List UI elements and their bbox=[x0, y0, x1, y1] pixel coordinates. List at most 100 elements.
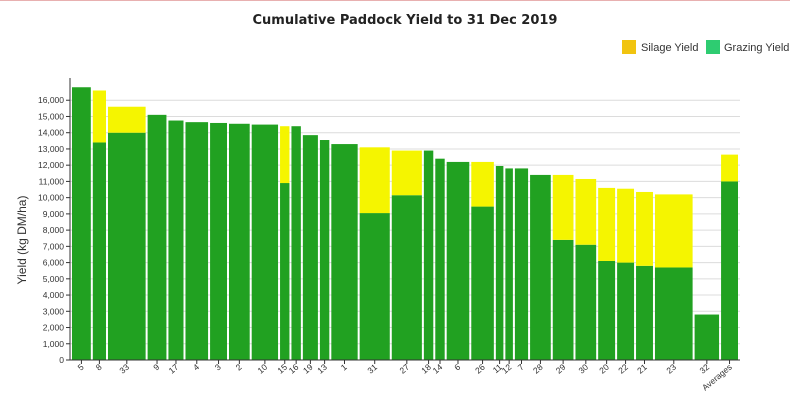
bar-grazing-11[interactable] bbox=[495, 165, 504, 360]
legend-label-silage: Silage Yield bbox=[641, 42, 699, 54]
x-tick-label: 1 bbox=[339, 362, 349, 373]
bar-grazing-10[interactable] bbox=[251, 124, 279, 361]
bar-grazing-29[interactable] bbox=[552, 239, 574, 360]
bar-grazing-19[interactable] bbox=[302, 135, 318, 360]
bar-grazing-16[interactable] bbox=[291, 126, 301, 360]
bar-grazing-6[interactable] bbox=[446, 161, 470, 360]
y-tick-label: 6,000 bbox=[43, 258, 65, 268]
x-tick-label: 27 bbox=[397, 362, 411, 376]
bar-grazing-9[interactable] bbox=[147, 114, 167, 360]
x-tick-label: 9 bbox=[151, 362, 161, 373]
x-tick-label: 31 bbox=[365, 362, 379, 376]
y-tick-label: 8,000 bbox=[43, 225, 65, 235]
bar-grazing-26[interactable] bbox=[471, 206, 494, 360]
x-tick-label: 6 bbox=[452, 362, 462, 373]
legend-label-grazing: Grazing Yield bbox=[724, 42, 789, 54]
y-tick-label: 16,000 bbox=[38, 95, 64, 105]
bar-silage-31[interactable] bbox=[359, 147, 390, 214]
y-axis-label: Yield (kg DM/ha) bbox=[15, 196, 29, 285]
x-tick-label: 10 bbox=[255, 362, 269, 376]
top-border bbox=[0, 0, 790, 1]
bar-grazing-22[interactable] bbox=[617, 262, 635, 360]
bar-grazing-32[interactable] bbox=[694, 314, 720, 360]
x-tick-label: 3 bbox=[213, 362, 223, 373]
x-tick-label: 19 bbox=[301, 362, 315, 376]
bar-grazing-5[interactable] bbox=[72, 87, 91, 360]
bar-grazing-4[interactable] bbox=[185, 122, 209, 360]
x-tick-label: 29 bbox=[554, 362, 568, 376]
y-tick-label: 10,000 bbox=[38, 193, 64, 203]
bar-grazing-3[interactable] bbox=[210, 122, 228, 360]
y-tick-label: 15,000 bbox=[38, 111, 64, 121]
bar-silage-33[interactable] bbox=[107, 106, 146, 133]
x-tick-label: 26 bbox=[473, 362, 487, 376]
x-tick-label: 17 bbox=[167, 362, 181, 376]
x-tick-label: 33 bbox=[117, 362, 131, 376]
legend-swatch-silage bbox=[622, 40, 636, 54]
y-tick-label: 11,000 bbox=[39, 176, 65, 186]
x-tick-label: 7 bbox=[516, 362, 526, 373]
bar-grazing-Averages[interactable] bbox=[721, 181, 738, 360]
bar-grazing-2[interactable] bbox=[229, 123, 250, 360]
bar-silage-Averages[interactable] bbox=[721, 154, 738, 182]
bar-grazing-31[interactable] bbox=[359, 213, 390, 360]
bar-grazing-18[interactable] bbox=[423, 150, 434, 360]
bar-silage-30[interactable] bbox=[575, 178, 597, 245]
x-tick-label: 22 bbox=[616, 362, 630, 376]
x-tick-label: 14 bbox=[431, 362, 445, 376]
bar-grazing-1[interactable] bbox=[331, 144, 358, 360]
bar-grazing-12[interactable] bbox=[505, 168, 513, 360]
x-tick-label: 8 bbox=[94, 362, 104, 373]
bar-silage-8[interactable] bbox=[92, 90, 106, 143]
x-tick-label: 20 bbox=[597, 362, 611, 376]
x-tick-label: 30 bbox=[576, 362, 590, 376]
bar-grazing-17[interactable] bbox=[168, 120, 184, 360]
x-tick-label: 12 bbox=[500, 362, 514, 376]
x-tick-label: 2 bbox=[234, 362, 244, 373]
y-tick-label: 3,000 bbox=[43, 306, 65, 316]
y-tick-label: 1,000 bbox=[43, 339, 65, 349]
x-tick-label: 16 bbox=[287, 362, 301, 376]
x-tick-label: 28 bbox=[531, 362, 545, 376]
y-tick-label: 5,000 bbox=[43, 274, 65, 284]
bars bbox=[72, 87, 738, 361]
bar-silage-26[interactable] bbox=[471, 161, 494, 207]
chart-title: Cumulative Paddock Yield to 31 Dec 2019 bbox=[253, 13, 558, 28]
y-tick-label: 4,000 bbox=[43, 290, 65, 300]
bar-grazing-33[interactable] bbox=[107, 132, 146, 360]
x-tick-label: 13 bbox=[315, 362, 329, 376]
x-tick-label: 4 bbox=[191, 362, 201, 373]
bar-grazing-14[interactable] bbox=[435, 158, 445, 360]
bar-silage-21[interactable] bbox=[636, 191, 653, 266]
bar-grazing-27[interactable] bbox=[391, 195, 422, 360]
x-tick-label: 21 bbox=[635, 362, 649, 376]
axes bbox=[69, 78, 740, 361]
bar-grazing-30[interactable] bbox=[575, 244, 597, 360]
y-ticks: 0 1,000 2,000 3,000 4,000 5,000 6,000 7,000 8,00… bbox=[38, 95, 70, 365]
bar-grazing-8[interactable] bbox=[92, 142, 106, 360]
y-tick-label: 7,000 bbox=[43, 241, 65, 251]
bar-silage-20[interactable] bbox=[598, 187, 616, 261]
y-tick-label: 13,000 bbox=[38, 144, 64, 154]
bar-grazing-13[interactable] bbox=[319, 140, 330, 360]
bar-silage-22[interactable] bbox=[617, 188, 635, 263]
legend: Silage Yield Grazing Yield bbox=[622, 40, 789, 54]
bar-grazing-20[interactable] bbox=[598, 260, 616, 360]
bar-grazing-7[interactable] bbox=[514, 168, 529, 360]
bar-silage-23[interactable] bbox=[654, 194, 693, 268]
bar-silage-15[interactable] bbox=[280, 126, 290, 184]
y-tick-label: 14,000 bbox=[38, 128, 64, 138]
bar-silage-27[interactable] bbox=[391, 150, 422, 196]
bar-grazing-28[interactable] bbox=[530, 174, 551, 360]
y-tick-label: 0 bbox=[59, 355, 64, 365]
bar-grazing-15[interactable] bbox=[280, 183, 290, 360]
x-tick-label: 23 bbox=[664, 362, 678, 376]
bar-silage-29[interactable] bbox=[552, 174, 574, 240]
bar-grazing-23[interactable] bbox=[654, 267, 693, 360]
y-tick-label: 2,000 bbox=[43, 323, 65, 333]
legend-swatch-grazing bbox=[706, 40, 720, 54]
bar-grazing-21[interactable] bbox=[636, 265, 653, 360]
x-tick-label: 5 bbox=[76, 362, 86, 373]
